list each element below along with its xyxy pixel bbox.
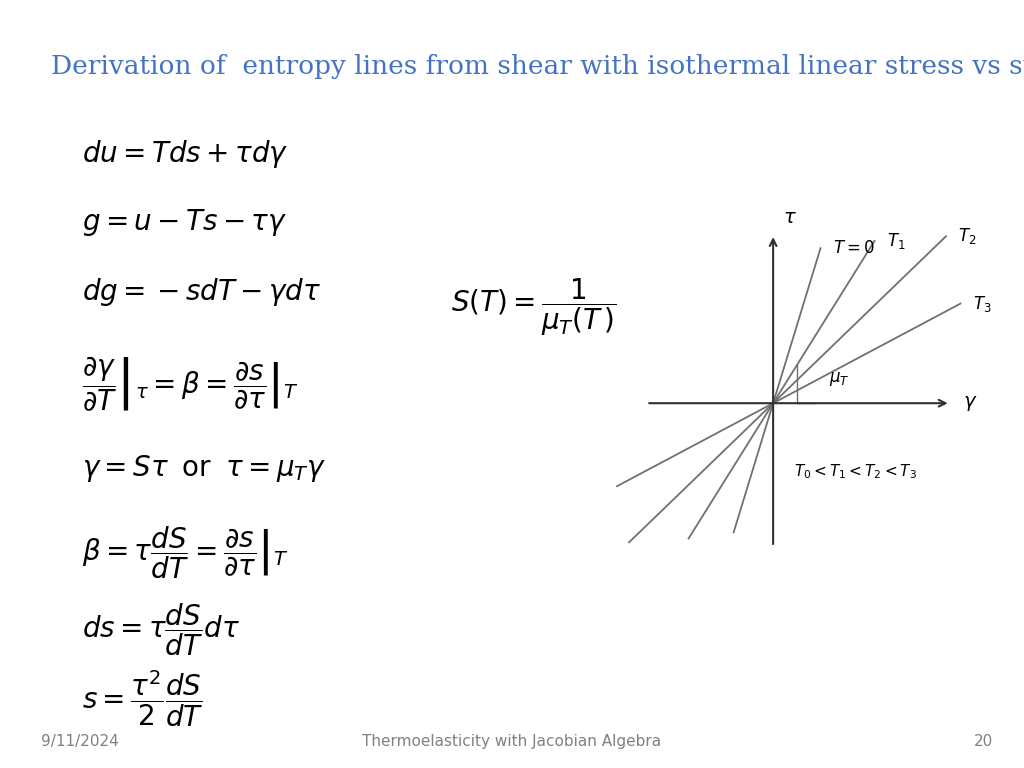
Text: $\mathit{s} = \dfrac{\tau^2}{2}\dfrac{dS}{dT}$: $\mathit{s} = \dfrac{\tau^2}{2}\dfrac{dS… — [82, 669, 204, 729]
Text: $du = Td\mathit{s} + \tau d\gamma$: $du = Td\mathit{s} + \tau d\gamma$ — [82, 137, 288, 170]
Text: $\beta = \tau\dfrac{dS}{dT} = \left.\dfrac{\partial \mathit{s}}{\partial \tau}\r: $\beta = \tau\dfrac{dS}{dT} = \left.\dfr… — [82, 525, 289, 581]
Text: $T_0 < T_1 < T_2 < T_3$: $T_0 < T_1 < T_2 < T_3$ — [794, 462, 916, 481]
Text: $\mathit{T}=0$: $\mathit{T}=0$ — [833, 240, 874, 257]
Text: $dg = -\mathit{s}dT - \gamma d\tau$: $dg = -\mathit{s}dT - \gamma d\tau$ — [82, 276, 322, 308]
Text: $d\mathit{s} = \tau\dfrac{dS}{dT}d\tau$: $d\mathit{s} = \tau\dfrac{dS}{dT}d\tau$ — [82, 601, 240, 658]
Text: Thermoelasticity with Jacobian Algebra: Thermoelasticity with Jacobian Algebra — [362, 733, 662, 749]
Text: 20: 20 — [974, 733, 993, 749]
Text: $\left.\dfrac{\partial\gamma}{\partial T}\right|_{\tau} = \beta = \left.\dfrac{\: $\left.\dfrac{\partial\gamma}{\partial T… — [82, 354, 299, 414]
Text: $\tau$: $\tau$ — [783, 209, 798, 227]
Text: $S(T) = \dfrac{1}{\mu_T(T\,)}$: $S(T) = \dfrac{1}{\mu_T(T\,)}$ — [451, 276, 616, 338]
Text: Derivation of  entropy lines from shear with isothermal linear stress vs strain: Derivation of entropy lines from shear w… — [51, 54, 1024, 79]
Text: $\mathit{T}_1$: $\mathit{T}_1$ — [887, 231, 905, 251]
Text: $\mu_T$: $\mu_T$ — [829, 370, 850, 388]
Text: $\mathit{T}_3$: $\mathit{T}_3$ — [973, 293, 991, 313]
Text: 9/11/2024: 9/11/2024 — [41, 733, 119, 749]
Text: $\gamma = S\tau \;\; \mathrm{or} \;\; \tau = \mu_T \gamma$: $\gamma = S\tau \;\; \mathrm{or} \;\; \t… — [82, 453, 326, 484]
Text: $g = u - T\mathit{s} - \tau\gamma$: $g = u - T\mathit{s} - \tau\gamma$ — [82, 207, 287, 238]
Text: $\gamma$: $\gamma$ — [963, 394, 977, 412]
Text: $\mathit{T}_2$: $\mathit{T}_2$ — [958, 227, 977, 247]
